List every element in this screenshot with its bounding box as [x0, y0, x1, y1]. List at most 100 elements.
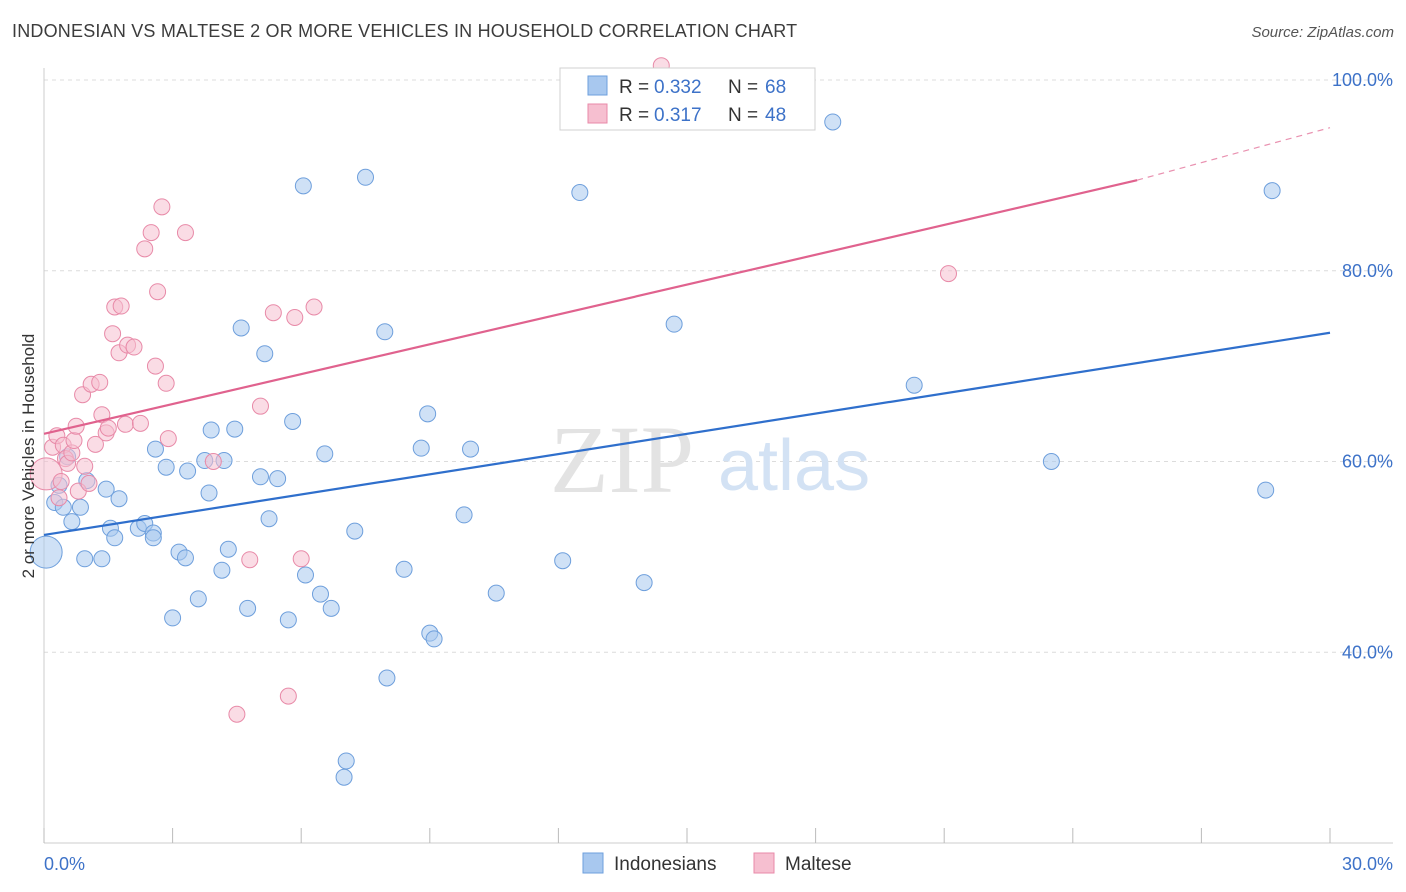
- indonesians-point: [316, 445, 334, 463]
- maltese-point: [251, 397, 269, 415]
- x-tick-label: 0.0%: [44, 854, 85, 874]
- maltese-point: [80, 474, 98, 492]
- maltese-point: [159, 430, 177, 448]
- legend-swatch-indonesians: [587, 75, 608, 96]
- indonesians-point: [71, 498, 89, 516]
- maltese-point: [91, 373, 109, 391]
- indonesians-point: [487, 584, 505, 602]
- indonesians-point: [232, 319, 250, 337]
- indonesians-point: [176, 549, 194, 567]
- indonesians-point: [1257, 481, 1275, 499]
- indonesians-point: [571, 184, 589, 202]
- maltese-point: [112, 297, 130, 315]
- indonesians-point: [412, 439, 430, 457]
- bottom-legend: Indonesians Maltese: [582, 852, 852, 875]
- indonesians-point: [93, 550, 111, 568]
- maltese-point: [99, 419, 117, 437]
- indonesians-point: [63, 513, 81, 531]
- indonesians-point: [376, 323, 394, 341]
- axes-layer: 40.0% 60.0% 80.0% 100.0% 0.0% 30.0%: [43, 68, 1393, 874]
- maltese-trend-line: [43, 179, 1138, 435]
- maltese-point: [153, 198, 171, 216]
- legend-n-label: N =: [728, 105, 758, 126]
- legend-swatch-maltese: [587, 103, 608, 124]
- watermark-atlas: atlas: [718, 426, 870, 506]
- indonesians-point: [311, 585, 329, 603]
- maltese-point: [149, 283, 167, 301]
- maltese-point: [264, 304, 282, 322]
- indonesians-point: [251, 468, 269, 486]
- maltese-point: [279, 687, 297, 705]
- y-tick-label: 80.0%: [1342, 261, 1393, 281]
- maltese-point: [50, 489, 68, 507]
- legend-n-label: N =: [728, 77, 758, 98]
- indonesians-point: [346, 522, 364, 540]
- indonesians-point: [279, 611, 297, 629]
- maltese-point: [176, 224, 194, 242]
- legend-box: R = 0.332 N = 68 R = 0.317 N = 48: [559, 67, 816, 131]
- maltese-point: [286, 308, 304, 326]
- y-axis-title: 2 or more Vehicles in Household: [19, 334, 38, 579]
- indonesians-point: [164, 609, 182, 627]
- y-tick-label: 60.0%: [1342, 452, 1393, 472]
- indonesians-point: [378, 669, 396, 687]
- indonesians-point: [179, 462, 197, 480]
- indonesians-point: [213, 561, 231, 579]
- bottom-legend-label-indonesians: Indonesians: [614, 854, 716, 875]
- maltese-point: [136, 240, 154, 258]
- maltese-point: [939, 265, 957, 283]
- maltese-point: [142, 224, 160, 242]
- bottom-legend-swatch-indonesians: [582, 852, 604, 874]
- indonesians-point: [425, 630, 443, 648]
- indonesians-point: [357, 168, 374, 186]
- indonesians-point: [110, 490, 128, 508]
- maltese-point: [52, 473, 70, 491]
- indonesians-point: [322, 599, 340, 617]
- indonesians-point: [269, 470, 287, 488]
- indonesians-point: [29, 535, 63, 569]
- maltese-point: [131, 414, 149, 432]
- maltese-point: [305, 298, 323, 316]
- maltese-point: [65, 432, 83, 450]
- indonesians-point: [1263, 182, 1281, 200]
- indonesians-point: [260, 510, 278, 528]
- maltese-trend-extension: [1136, 127, 1331, 181]
- indonesians-point: [296, 566, 314, 584]
- bottom-legend-swatch-maltese: [753, 852, 775, 874]
- legend-r-label: R =: [619, 105, 649, 126]
- indonesians-point: [239, 599, 257, 617]
- maltese-point: [104, 325, 122, 343]
- indonesians-point: [335, 768, 353, 786]
- chart-title: INDONESIAN VS MALTESE 2 OR MORE VEHICLES…: [12, 21, 798, 41]
- trend-layer: [43, 127, 1331, 537]
- indonesians-point: [202, 421, 220, 439]
- indonesians-point: [455, 506, 473, 524]
- legend-r-value: 0.332: [654, 77, 702, 98]
- maltese-point: [292, 550, 310, 568]
- indonesians-point: [226, 420, 244, 438]
- points-layer: [29, 57, 1281, 786]
- indonesians-point: [256, 345, 274, 363]
- y-tick-label: 100.0%: [1332, 70, 1393, 90]
- indonesians-point: [665, 315, 683, 333]
- legend-r-value: 0.317: [654, 105, 702, 126]
- indonesians-point: [284, 412, 302, 430]
- indonesians-point: [905, 376, 923, 394]
- indonesians-point: [144, 529, 162, 547]
- legend-n-value: 68: [765, 77, 786, 98]
- indonesians-point: [76, 550, 94, 568]
- indonesians-point: [294, 177, 312, 195]
- maltese-point: [116, 415, 134, 433]
- maltese-point: [241, 551, 259, 569]
- indonesians-point: [419, 405, 437, 423]
- maltese-point: [125, 338, 143, 356]
- indonesians-trend-line: [43, 331, 1331, 537]
- legend-n-value: 48: [765, 105, 786, 126]
- indonesians-point: [146, 440, 164, 458]
- indonesians-point: [200, 484, 218, 502]
- bottom-legend-label-maltese: Maltese: [785, 854, 852, 875]
- indonesians-point: [337, 752, 355, 770]
- maltese-point: [204, 453, 222, 470]
- x-tick-label: 30.0%: [1342, 854, 1393, 874]
